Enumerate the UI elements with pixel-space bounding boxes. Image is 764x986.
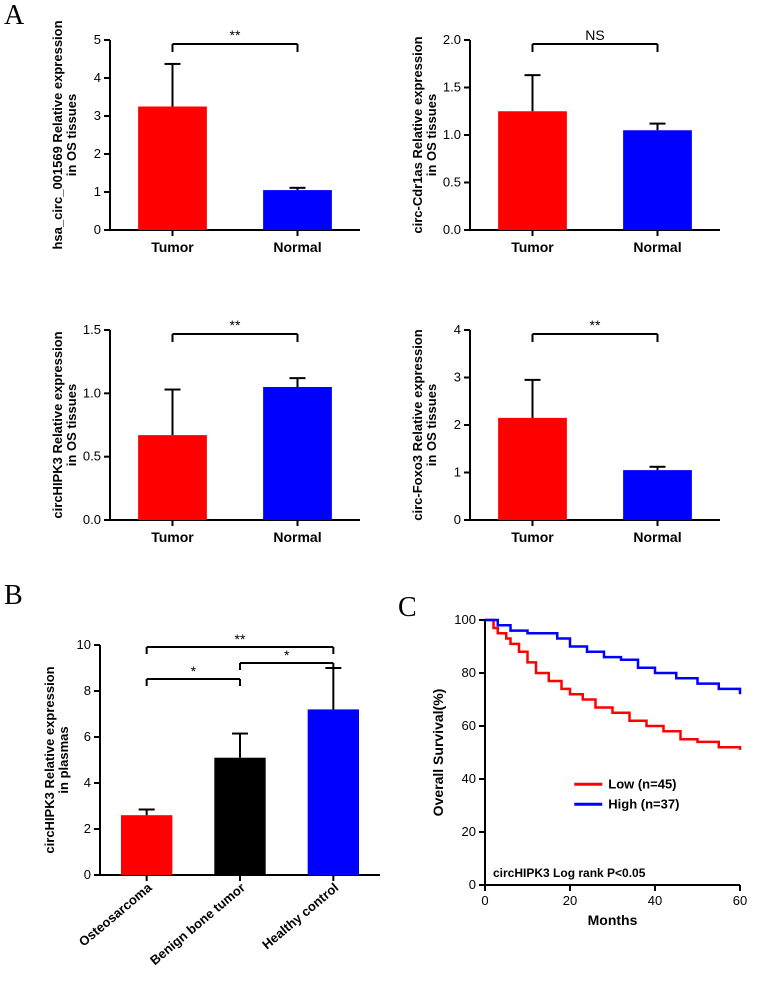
svg-text:0.0: 0.0 <box>83 512 101 527</box>
svg-text:0: 0 <box>454 512 461 527</box>
svg-text:Low (n=45): Low (n=45) <box>608 776 676 791</box>
panel-label-a: A <box>4 0 24 32</box>
svg-text:*: * <box>284 647 290 663</box>
svg-text:*: * <box>191 663 197 679</box>
svg-text:Healthy control: Healthy control <box>259 880 341 952</box>
svg-text:Benign bone tumor: Benign bone tumor <box>147 880 248 968</box>
svg-text:1: 1 <box>94 184 101 199</box>
svg-text:NS: NS <box>585 27 604 43</box>
svg-text:in OS tissues: in OS tissues <box>424 94 439 176</box>
svg-text:Normal: Normal <box>273 529 321 545</box>
svg-text:in OS tissues: in OS tissues <box>424 384 439 466</box>
svg-text:1.0: 1.0 <box>83 385 101 400</box>
svg-text:0.5: 0.5 <box>443 175 461 190</box>
svg-text:Tumor: Tumor <box>511 239 554 255</box>
svg-text:hsa_circ_001569 Relative expre: hsa_circ_001569 Relative expression <box>50 20 65 249</box>
svg-text:0: 0 <box>94 222 101 237</box>
svg-text:60: 60 <box>733 893 747 908</box>
svg-text:circHIPK3 Log rank P<0.05: circHIPK3 Log rank P<0.05 <box>493 866 646 880</box>
svg-text:**: ** <box>590 317 601 333</box>
svg-text:**: ** <box>235 631 246 647</box>
svg-text:5: 5 <box>94 32 101 47</box>
svg-text:2: 2 <box>84 821 91 836</box>
svg-text:Normal: Normal <box>273 239 321 255</box>
svg-text:in OS tissues: in OS tissues <box>64 94 79 176</box>
svg-text:Tumor: Tumor <box>511 529 554 545</box>
svg-text:20: 20 <box>462 824 476 839</box>
svg-text:High (n=37): High (n=37) <box>608 796 679 811</box>
svg-text:circHIPK3 Relative expression: circHIPK3 Relative expression <box>42 666 57 853</box>
svg-text:1: 1 <box>454 465 461 480</box>
svg-text:40: 40 <box>648 893 662 908</box>
svg-text:3: 3 <box>94 108 101 123</box>
svg-text:Overall Survival(%): Overall Survival(%) <box>430 689 446 817</box>
svg-text:Normal: Normal <box>633 239 681 255</box>
svg-text:40: 40 <box>462 771 476 786</box>
svg-text:10: 10 <box>77 637 91 652</box>
svg-text:Tumor: Tumor <box>151 529 194 545</box>
svg-text:Normal: Normal <box>633 529 681 545</box>
svg-text:0: 0 <box>469 877 476 892</box>
svg-text:1.0: 1.0 <box>443 127 461 142</box>
svg-text:Months: Months <box>588 912 638 928</box>
svg-text:0.5: 0.5 <box>83 449 101 464</box>
svg-text:in OS tissues: in OS tissues <box>64 384 79 466</box>
svg-text:100: 100 <box>454 612 476 627</box>
svg-text:4: 4 <box>454 322 461 337</box>
svg-text:20: 20 <box>563 893 577 908</box>
svg-text:80: 80 <box>462 665 476 680</box>
svg-text:Tumor: Tumor <box>151 239 194 255</box>
svg-text:**: ** <box>230 317 241 333</box>
svg-text:circHIPK3 Relative expression: circHIPK3 Relative expression <box>50 331 65 518</box>
svg-text:0.0: 0.0 <box>443 222 461 237</box>
svg-text:0: 0 <box>84 867 91 882</box>
svg-text:1.5: 1.5 <box>443 80 461 95</box>
svg-text:0: 0 <box>481 893 488 908</box>
svg-text:1.5: 1.5 <box>83 322 101 337</box>
panel-label-c: C <box>398 592 417 624</box>
panel-label-b: B <box>4 580 23 612</box>
svg-text:6: 6 <box>84 729 91 744</box>
svg-text:**: ** <box>230 27 241 43</box>
svg-text:8: 8 <box>84 683 91 698</box>
svg-text:circ-Foxo3 Relative expression: circ-Foxo3 Relative expression <box>410 329 425 521</box>
svg-text:4: 4 <box>84 775 91 790</box>
svg-text:60: 60 <box>462 718 476 733</box>
svg-text:circ-Cdr1as Relative expressio: circ-Cdr1as Relative expression <box>410 36 425 233</box>
svg-text:Osteosarcoma: Osteosarcoma <box>76 879 155 949</box>
svg-text:3: 3 <box>454 370 461 385</box>
svg-text:2.0: 2.0 <box>443 32 461 47</box>
svg-text:in plasmas: in plasmas <box>56 726 71 793</box>
svg-text:2: 2 <box>94 146 101 161</box>
svg-text:2: 2 <box>454 417 461 432</box>
svg-text:4: 4 <box>94 70 101 85</box>
